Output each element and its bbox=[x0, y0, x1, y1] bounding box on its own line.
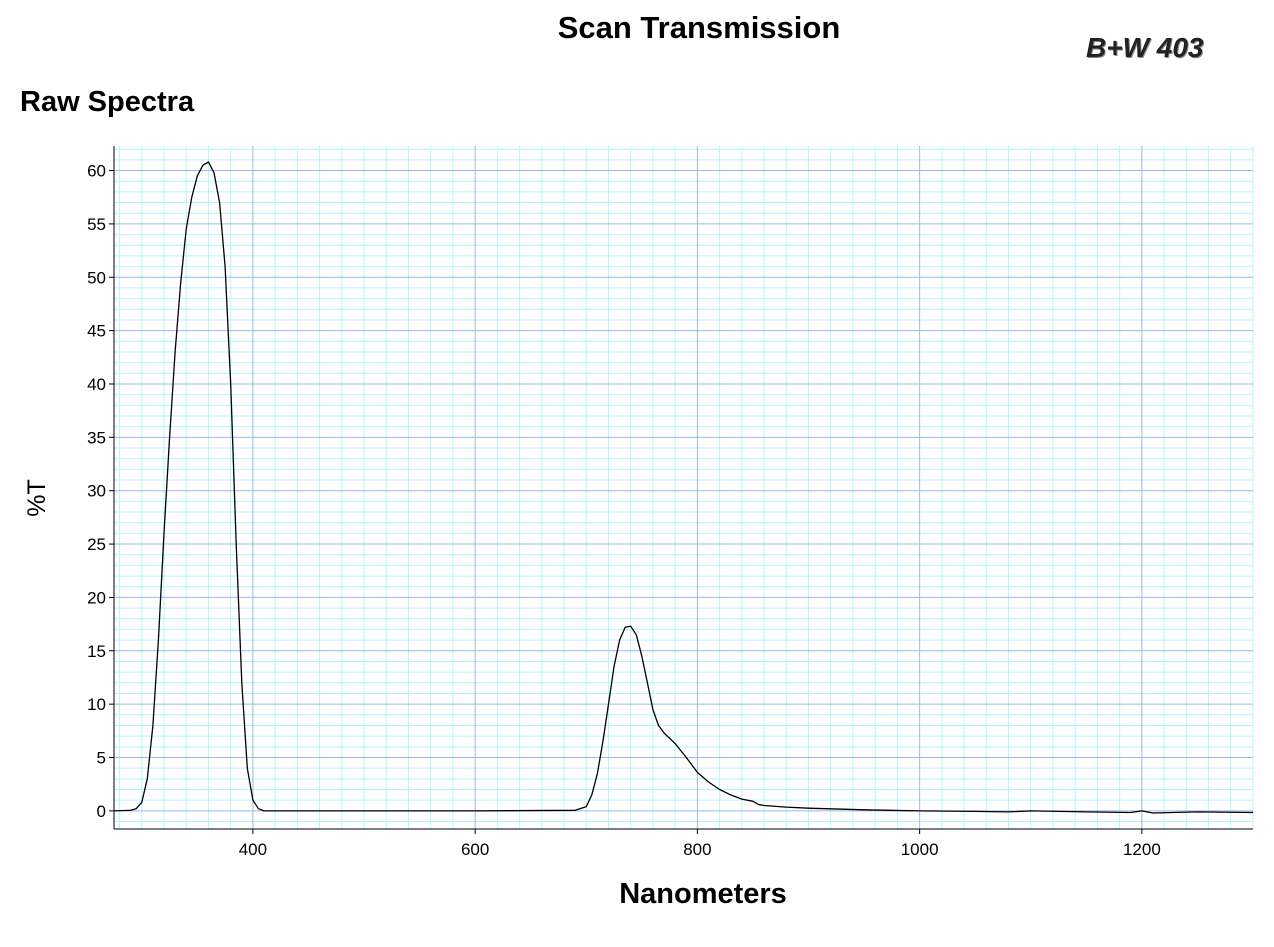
chart-subtitle: Raw Spectra bbox=[20, 86, 195, 118]
y-axis-label: %T bbox=[23, 479, 51, 517]
y-tick-label: 35 bbox=[87, 428, 106, 447]
plot-area bbox=[113, 161, 1254, 814]
x-tick-label: 1200 bbox=[1123, 840, 1161, 859]
axes bbox=[109, 146, 1253, 834]
series-line-0 bbox=[113, 161, 1254, 814]
minor-grid bbox=[114, 146, 1254, 829]
x-tick-label: 1000 bbox=[901, 840, 939, 859]
y-tick-label: 0 bbox=[97, 802, 106, 821]
y-tick-label: 10 bbox=[87, 695, 106, 714]
y-tick-label: 40 bbox=[87, 375, 106, 394]
major-grid bbox=[114, 146, 1253, 829]
x-axis-label: Nanometers bbox=[619, 878, 787, 910]
y-tick-label: 25 bbox=[87, 535, 106, 554]
chart-title: Scan Transmission bbox=[557, 10, 841, 45]
brand-label: B+W 403 bbox=[1086, 32, 1204, 63]
x-tick-label: 600 bbox=[461, 840, 489, 859]
y-tick-label: 45 bbox=[87, 322, 106, 341]
y-tick-label: 55 bbox=[87, 215, 106, 234]
y-tick-label: 20 bbox=[87, 588, 106, 607]
x-tick-label: 800 bbox=[683, 840, 711, 859]
x-tick-label: 400 bbox=[239, 840, 267, 859]
y-tick-label: 15 bbox=[87, 642, 106, 661]
y-tick-label: 30 bbox=[87, 482, 106, 501]
y-tick-label: 5 bbox=[97, 748, 106, 767]
y-tick-label: 60 bbox=[87, 162, 106, 181]
y-tick-label: 50 bbox=[87, 268, 106, 287]
y-tick-labels: 0 5 10 15 20 25 30 35 40 45 50 55 60 bbox=[87, 162, 106, 821]
x-tick-labels: 400 600 800 1000 1200 bbox=[239, 840, 1161, 859]
